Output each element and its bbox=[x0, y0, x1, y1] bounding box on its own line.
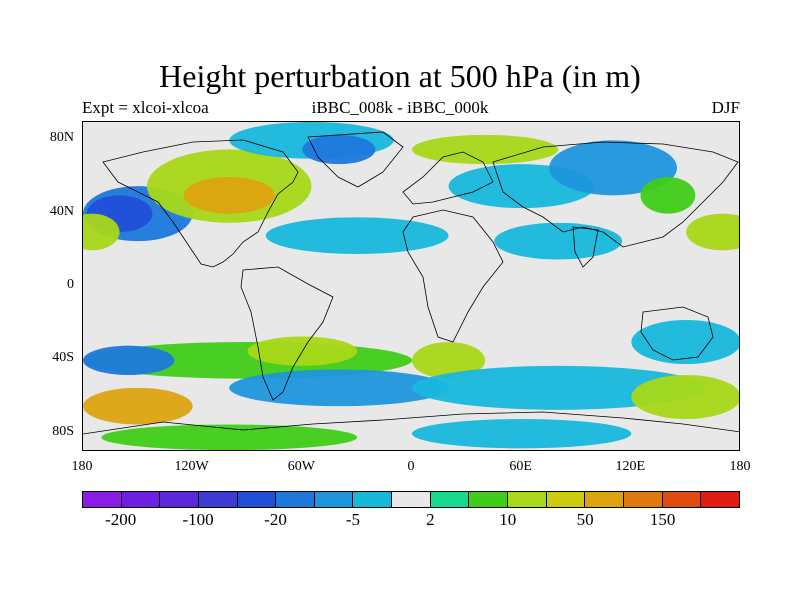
coastline-asia bbox=[492, 141, 739, 248]
lat-tick-label: 40S bbox=[52, 350, 74, 366]
coastline-europe bbox=[402, 151, 494, 205]
experiment-label: Expt = xlcoi-xlcoa bbox=[82, 98, 209, 117]
map-title: Height perturbation at 500 hPa (in m) bbox=[159, 58, 641, 94]
lat-tick-label: 80S bbox=[52, 423, 74, 439]
field-region-9 bbox=[549, 140, 678, 196]
colorbar-label: 10 bbox=[499, 510, 517, 529]
field-region-10 bbox=[640, 177, 696, 214]
map-canvas bbox=[83, 122, 739, 450]
colorbar-swatch bbox=[353, 492, 393, 507]
colorbar-swatch bbox=[585, 492, 624, 507]
field-region-11 bbox=[686, 213, 739, 251]
field-region-17 bbox=[83, 345, 175, 375]
field-region-21 bbox=[412, 365, 705, 410]
difference-label: iBBC_008k - iBBC_000k bbox=[311, 98, 489, 117]
colorbar-label: 2 bbox=[426, 510, 435, 529]
coastline-australia bbox=[640, 306, 714, 361]
colorbar-swatch bbox=[237, 492, 277, 507]
field-region-14 bbox=[156, 277, 303, 297]
field-region-13 bbox=[265, 217, 449, 254]
colorbar-swatch bbox=[546, 492, 586, 507]
coastline-greenland bbox=[307, 131, 404, 188]
field-region-24 bbox=[412, 419, 632, 449]
field-region-6 bbox=[302, 134, 376, 165]
colorbar-swatch bbox=[430, 492, 470, 507]
colorbar-swatch bbox=[623, 492, 663, 507]
colorbar-swatch bbox=[701, 492, 739, 507]
field-region-4 bbox=[183, 177, 275, 214]
lon-tick-label: 180 bbox=[729, 459, 751, 474]
lat-tick-label: 80N bbox=[49, 130, 74, 146]
field-region-25 bbox=[101, 424, 358, 450]
colorbar bbox=[82, 491, 740, 508]
field-region-22 bbox=[631, 375, 739, 419]
colorbar-swatch bbox=[198, 492, 238, 507]
coastline-north-america bbox=[102, 139, 299, 268]
lon-tick-label: 120E bbox=[615, 459, 646, 474]
colorbar-swatch bbox=[83, 492, 122, 507]
lon-tick-label: 120W bbox=[174, 459, 209, 474]
colorbar-label: 150 bbox=[649, 510, 676, 529]
colorbar-label: -5 bbox=[345, 510, 361, 529]
coastline-antarctica bbox=[83, 411, 739, 435]
field-region-7 bbox=[412, 134, 559, 165]
colorbar-label: 50 bbox=[576, 510, 594, 529]
coastline-south-america bbox=[240, 266, 334, 401]
lon-tick-label: 180 bbox=[71, 459, 93, 474]
lon-tick-label: 0 bbox=[407, 459, 415, 474]
colorbar-label: -100 bbox=[182, 510, 214, 529]
coastline-india bbox=[572, 226, 599, 268]
coastline-africa bbox=[402, 209, 504, 343]
colorbar-swatch bbox=[392, 492, 431, 507]
field-region-12 bbox=[494, 222, 623, 260]
colorbar-swatch bbox=[121, 492, 161, 507]
colorbar-label: -200 bbox=[105, 510, 137, 529]
map-plot-area bbox=[82, 121, 740, 451]
colorbar-swatch bbox=[276, 492, 315, 507]
field-region-20 bbox=[412, 342, 486, 379]
colorbar-swatch bbox=[469, 492, 509, 507]
colorbar-label: -20 bbox=[264, 510, 287, 529]
field-region-18 bbox=[229, 369, 449, 407]
colorbar-swatch bbox=[508, 492, 547, 507]
colorbar-swatch bbox=[160, 492, 199, 507]
colorbar-swatch bbox=[314, 492, 354, 507]
field-region-2 bbox=[83, 213, 120, 251]
lon-tick-label: 60E bbox=[509, 459, 532, 474]
lat-tick-label: 0 bbox=[67, 277, 74, 292]
lat-tick-label: 40N bbox=[49, 203, 74, 219]
colorbar-swatch bbox=[662, 492, 702, 507]
season-label: DJF bbox=[711, 98, 740, 117]
field-region-19 bbox=[83, 387, 193, 425]
lon-tick-label: 60W bbox=[287, 459, 315, 474]
